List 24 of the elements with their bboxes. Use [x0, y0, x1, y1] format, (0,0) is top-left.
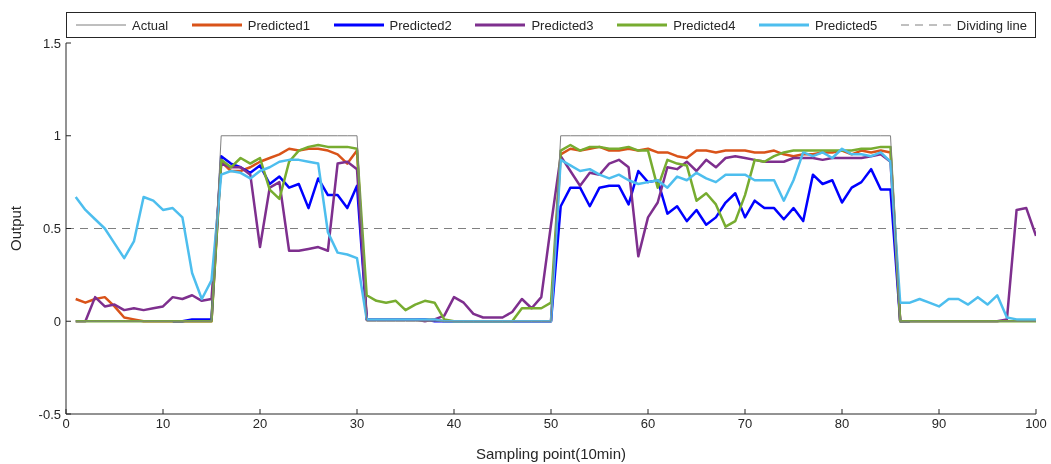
x-tick-label: 10: [155, 416, 171, 432]
legend-label: Predicted2: [389, 17, 452, 33]
legend-label: Predicted5: [815, 17, 878, 33]
legend-label: Predicted1: [247, 17, 310, 33]
y-axis-title: Output: [7, 205, 25, 252]
y-tick-label: 0: [53, 313, 61, 329]
x-tick-label: 20: [252, 416, 268, 432]
x-tick-label: 50: [543, 416, 559, 432]
legend-label: Actual: [132, 17, 169, 33]
legend-label: Predicted3: [531, 17, 594, 33]
legend-label: Dividing line: [956, 17, 1027, 33]
x-tick-label: 70: [737, 416, 753, 432]
x-tick-label: 90: [931, 416, 947, 432]
y-tick-label: 0.5: [42, 221, 61, 237]
x-tick-label: 60: [640, 416, 656, 432]
y-tick-label: 1: [53, 128, 61, 144]
x-tick-label: 30: [349, 416, 365, 432]
x-axis-title: Sampling point(10min): [475, 445, 627, 462]
x-tick-label: 80: [834, 416, 850, 432]
y-tick-label: -0.5: [38, 406, 61, 422]
x-tick-label: 40: [446, 416, 462, 432]
legend-label: Predicted4: [673, 17, 736, 33]
x-tick-label: 100: [1025, 416, 1047, 432]
y-tick-label: 1.5: [42, 35, 61, 51]
